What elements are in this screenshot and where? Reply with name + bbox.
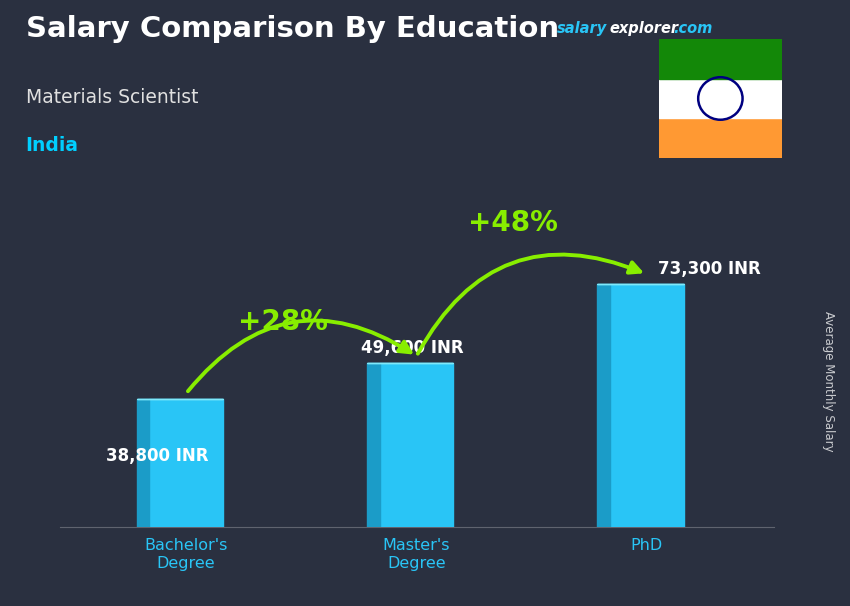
Polygon shape — [150, 399, 223, 527]
Polygon shape — [137, 399, 150, 527]
Bar — [659, 118, 782, 158]
Polygon shape — [367, 363, 380, 527]
Bar — [659, 39, 782, 79]
Text: +28%: +28% — [238, 308, 328, 336]
Polygon shape — [598, 284, 610, 527]
Text: Salary Comparison By Education: Salary Comparison By Education — [26, 15, 558, 43]
Text: +48%: +48% — [468, 209, 558, 238]
Text: 73,300 INR: 73,300 INR — [659, 261, 761, 279]
Text: Average Monthly Salary: Average Monthly Salary — [822, 311, 836, 452]
Text: salary: salary — [557, 21, 607, 36]
Text: explorer: explorer — [609, 21, 678, 36]
Bar — [659, 79, 782, 118]
Text: 49,600 INR: 49,600 INR — [360, 339, 463, 357]
Text: 38,800 INR: 38,800 INR — [105, 447, 208, 465]
Text: India: India — [26, 136, 78, 155]
Polygon shape — [380, 363, 453, 527]
Polygon shape — [610, 284, 683, 527]
Text: .com: .com — [673, 21, 712, 36]
Text: Materials Scientist: Materials Scientist — [26, 88, 198, 107]
